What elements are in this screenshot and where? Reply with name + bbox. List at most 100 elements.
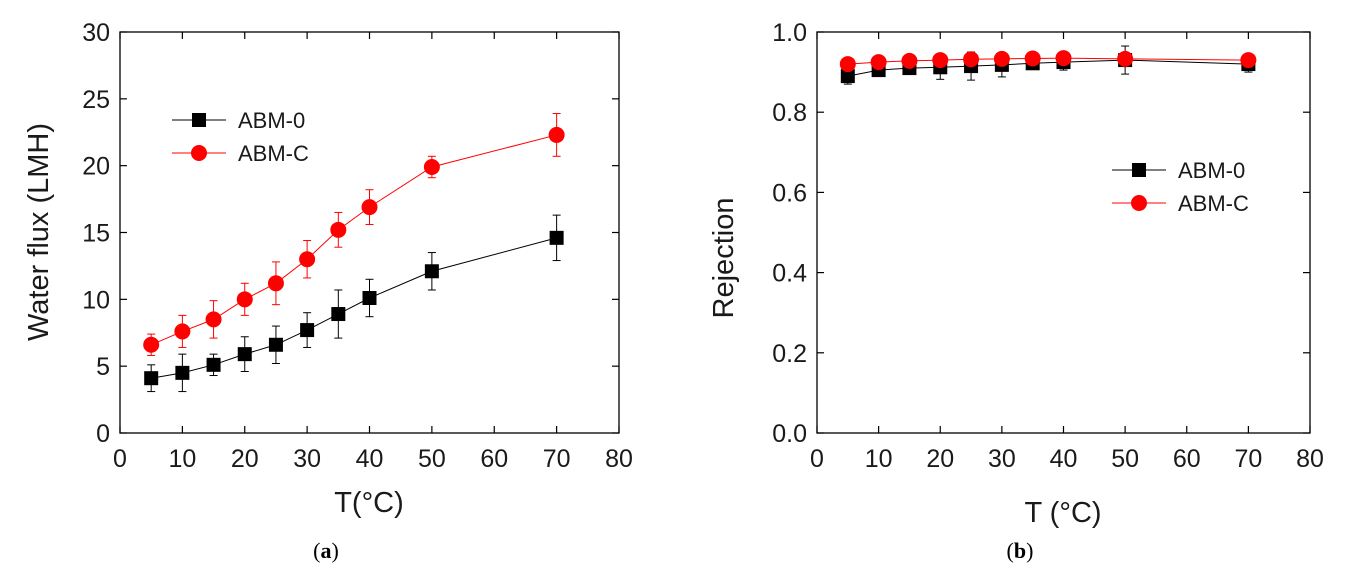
y-tick-label: 0.2	[772, 340, 807, 368]
data-point	[424, 264, 439, 279]
series-abm-c	[839, 50, 1257, 73]
x-tick-label: 80	[1296, 445, 1324, 473]
legend-label: ABM-0	[238, 108, 305, 133]
data-point	[932, 52, 949, 69]
plot-frame-a	[119, 31, 620, 434]
x-axis-label-a: T(°C)	[334, 487, 404, 519]
y-axis-label-b: Rejection	[708, 198, 740, 319]
x-tick-label: 20	[926, 445, 954, 473]
y-tick-label: 0.4	[772, 260, 807, 288]
panel-label-a-close: )	[332, 538, 339, 563]
data-point	[362, 290, 377, 305]
data-point	[299, 251, 316, 268]
y-tick-label: 0.0	[772, 420, 807, 448]
data-point	[901, 52, 918, 69]
x-tick-label: 40	[1050, 445, 1078, 473]
legend-a: ABM-0 ABM-C	[172, 108, 309, 166]
data-point	[174, 323, 191, 340]
y-tick-label: 1.0	[772, 19, 807, 47]
panel-label-b-open: (	[1007, 538, 1014, 563]
axis-ticks-a: 0 10 20 30 40 50 60 70 80 0 5 10 15 20 25 30	[82, 19, 633, 473]
data-point	[205, 311, 222, 328]
series-line	[847, 57, 1249, 65]
series-line	[151, 237, 557, 379]
panel-label-a-open: (	[313, 538, 320, 563]
panel-label-b-letter: b	[1014, 538, 1026, 563]
y-tick-label: 25	[82, 86, 110, 114]
legend-label: ABM-0	[1178, 158, 1245, 183]
y-tick-label: 10	[82, 286, 110, 314]
series-line	[847, 59, 1249, 77]
legend-b: ABM-0 ABM-C	[1112, 158, 1249, 216]
legend-item-abm-0: ABM-0	[1112, 158, 1245, 183]
data-point	[300, 323, 315, 338]
data-point	[330, 221, 347, 238]
x-tick-label: 30	[988, 445, 1016, 473]
y-tick-label: 15	[82, 220, 110, 248]
legend-marker	[192, 113, 206, 127]
x-tick-label: 70	[1234, 445, 1262, 473]
x-tick-label: 50	[418, 445, 446, 473]
data-point	[1055, 50, 1072, 67]
data-point	[236, 291, 253, 308]
x-tick-label: 80	[605, 445, 633, 473]
x-tick-label: 10	[168, 445, 196, 473]
legend-label: ABM-C	[1178, 191, 1249, 216]
legend-marker	[1131, 195, 1147, 211]
y-axis-label-a: Water flux (LMH)	[23, 123, 55, 341]
x-tick-label: 50	[1111, 445, 1139, 473]
data-point	[1117, 50, 1134, 67]
x-tick-label: 40	[356, 445, 384, 473]
series-group-a	[143, 113, 565, 393]
x-tick-label: 0	[113, 445, 127, 473]
series-group-b	[839, 45, 1257, 85]
chart-rejection: 0 10 20 30 40 50 60 70 80 0.0 0.2 0.4 0.6 0.8 1.0 ABM-…	[708, 19, 1324, 563]
data-point	[331, 307, 346, 322]
data-point	[268, 337, 283, 352]
plot-frame-b	[816, 31, 1311, 434]
panel-label-a: (a)	[313, 538, 339, 563]
legend-label: ABM-C	[238, 141, 309, 166]
x-tick-label: 30	[293, 445, 321, 473]
legend-item-abm-c: ABM-C	[1112, 191, 1249, 216]
data-point	[840, 69, 855, 84]
x-tick-label: 20	[231, 445, 259, 473]
series-abm-c	[143, 113, 565, 356]
data-point	[1024, 50, 1041, 67]
x-axis-label-b: T (°C)	[1024, 497, 1101, 529]
data-point	[993, 50, 1010, 67]
chart-water-flux: 0 10 20 30 40 50 60 70 80 0 5 10 15 20 25 30 ABM-0 ABM-C…	[23, 19, 633, 563]
x-tick-label: 70	[543, 445, 571, 473]
x-tick-label: 10	[865, 445, 893, 473]
x-tick-label: 60	[480, 445, 508, 473]
data-point	[870, 54, 887, 71]
data-point	[361, 199, 378, 216]
y-tick-label: 0.8	[772, 99, 807, 127]
data-point	[143, 336, 160, 353]
panel-label-a-letter: a	[321, 538, 332, 563]
y-tick-label: 0	[96, 420, 110, 448]
data-point	[963, 51, 980, 68]
x-tick-label: 60	[1173, 445, 1201, 473]
legend-item-abm-c: ABM-C	[172, 141, 309, 166]
axis-ticks-b: 0 10 20 30 40 50 60 70 80 0.0 0.2 0.4 0.6 0.8 1.0	[772, 19, 1324, 473]
data-point	[548, 126, 565, 143]
data-point	[549, 230, 564, 245]
panel-label-b: (b)	[1007, 538, 1034, 563]
legend-item-abm-0: ABM-0	[172, 108, 305, 133]
y-tick-label: 5	[96, 353, 110, 381]
data-point	[237, 347, 252, 362]
y-tick-label: 20	[82, 153, 110, 181]
series-line	[150, 134, 557, 346]
legend-marker	[1132, 163, 1146, 177]
data-point	[267, 275, 284, 292]
series-abm-0	[144, 214, 564, 393]
legend-marker	[191, 145, 207, 161]
data-point	[175, 365, 190, 380]
data-point	[423, 159, 440, 176]
data-point	[206, 357, 221, 372]
data-point	[1240, 52, 1257, 69]
data-point	[839, 56, 856, 73]
x-tick-label: 0	[810, 445, 824, 473]
y-tick-label: 30	[82, 19, 110, 47]
